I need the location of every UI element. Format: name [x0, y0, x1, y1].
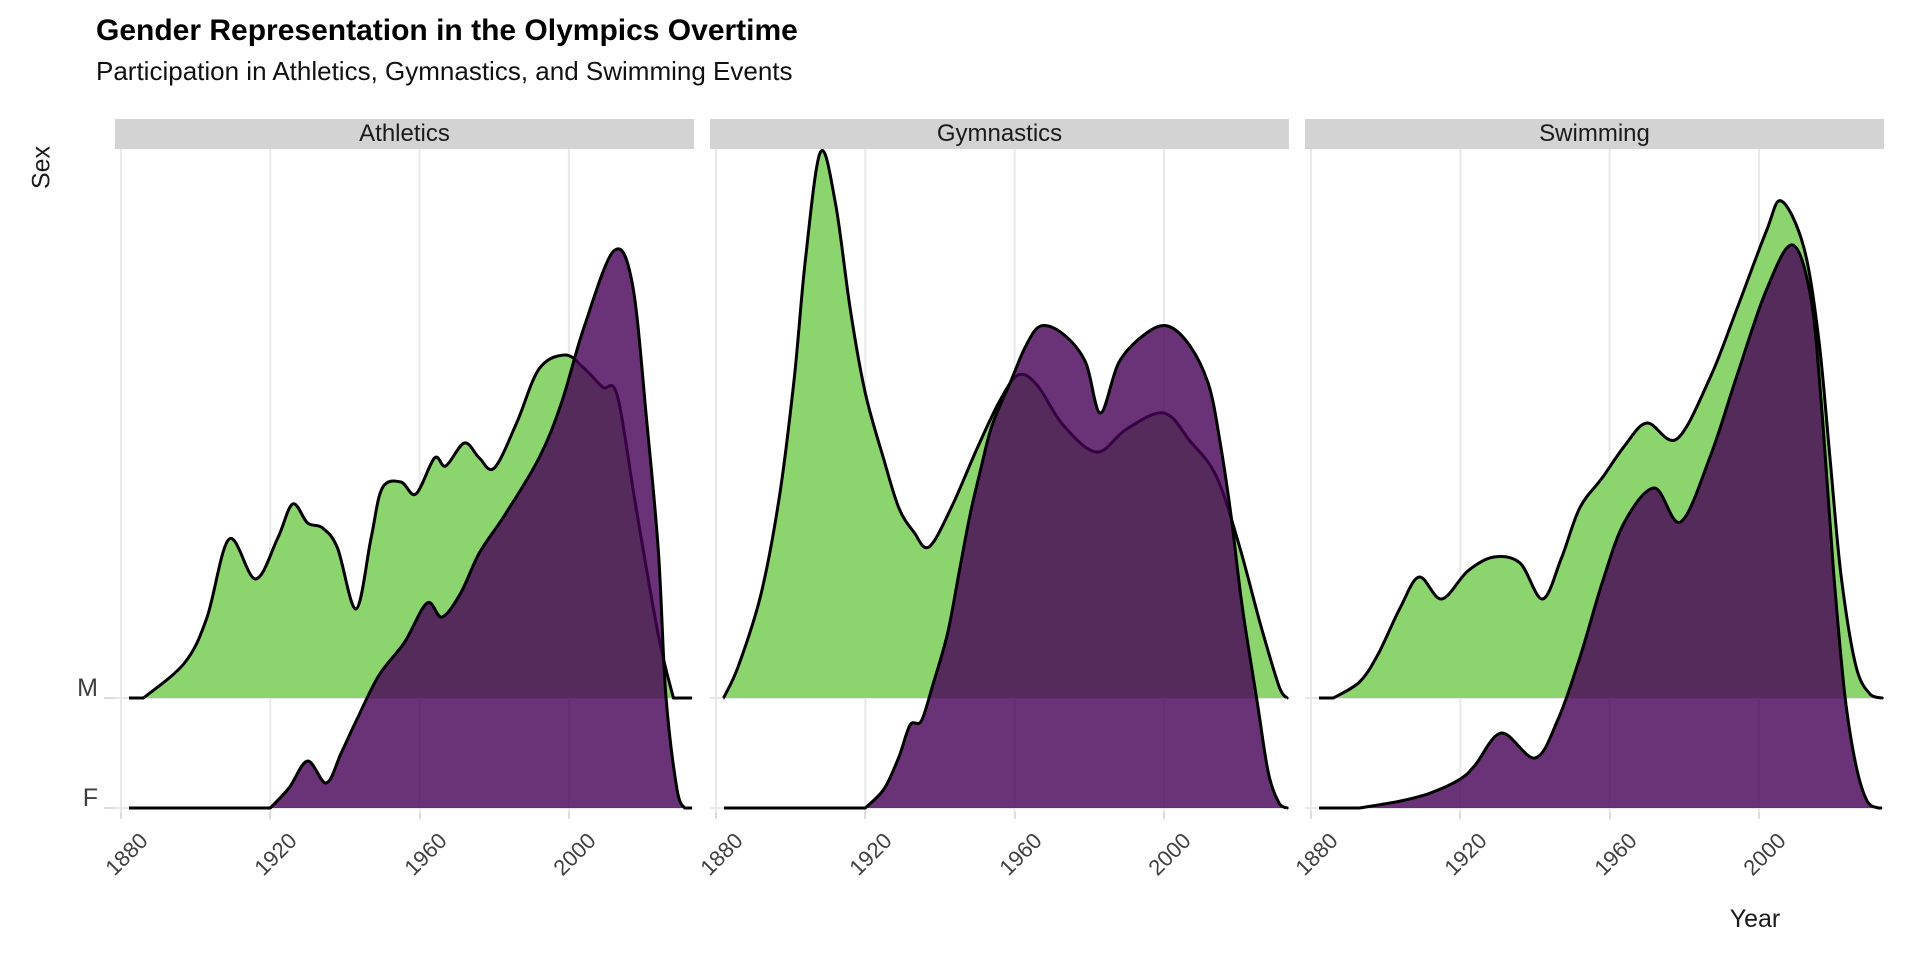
- x-tick-athletics-1920: [269, 812, 272, 819]
- x-tick-athletics-2000: [567, 812, 570, 819]
- x-tick-label-swimming-1960: 1960: [1588, 828, 1642, 881]
- x-tick-label-gymnastics-1960: 1960: [993, 828, 1047, 881]
- x-tick-label-athletics-2000: 2000: [548, 828, 601, 881]
- density-canvas-athletics: [115, 149, 694, 812]
- x-tick-label-athletics-1880: 1880: [100, 828, 153, 881]
- x-tick-gymnastics-1920: [864, 812, 867, 819]
- y-tick-f: [104, 807, 115, 809]
- chart-title: Gender Representation in the Olympics Ov…: [96, 14, 798, 47]
- x-tick-label-gymnastics-1920: 1920: [844, 828, 897, 881]
- x-tick-label-swimming-1920: 1920: [1439, 828, 1492, 881]
- x-tick-swimming-2000: [1757, 812, 1760, 819]
- density-female-gymnastics: [724, 324, 1289, 810]
- density-female-athletics: [129, 247, 692, 810]
- x-tick-label-gymnastics-2000: 2000: [1143, 828, 1196, 881]
- x-tick-label-swimming-1880: 1880: [1290, 828, 1343, 881]
- facet-panel-athletics: [115, 149, 694, 812]
- facet-strip-swimming: Swimming: [1305, 119, 1884, 149]
- density-female-swimming: [1319, 243, 1882, 810]
- facet-strip-gymnastics: Gymnastics: [710, 119, 1289, 149]
- x-tick-swimming-1880: [1310, 812, 1312, 819]
- y-axis-title: Sex: [27, 145, 56, 190]
- x-tick-label-gymnastics-1880: 1880: [695, 828, 748, 881]
- y-category-label-f: F: [82, 784, 98, 812]
- x-tick-gymnastics-2000: [1162, 812, 1165, 819]
- x-tick-athletics-1880: [120, 812, 122, 819]
- x-tick-athletics-1960: [418, 812, 421, 819]
- facet-strip-athletics: Athletics: [115, 119, 694, 149]
- y-tick-m: [104, 697, 115, 699]
- x-tick-swimming-1960: [1608, 812, 1611, 819]
- x-tick-label-athletics-1960: 1960: [398, 828, 452, 881]
- x-tick-swimming-1920: [1459, 812, 1462, 819]
- x-tick-label-swimming-2000: 2000: [1738, 828, 1791, 881]
- x-tick-label-athletics-1920: 1920: [249, 828, 302, 881]
- x-tick-gymnastics-1960: [1013, 812, 1016, 819]
- chart-subtitle: Participation in Athletics, Gymnastics, …: [96, 56, 793, 86]
- density-canvas-gymnastics: [710, 148, 1289, 812]
- x-tick-gymnastics-1880: [715, 812, 717, 819]
- facet-panel-gymnastics: [710, 148, 1289, 812]
- density-canvas-swimming: [1305, 149, 1884, 812]
- facet-panel-swimming: [1305, 149, 1884, 812]
- x-axis-title: Year: [1729, 905, 1781, 933]
- y-category-label-m: M: [77, 674, 98, 702]
